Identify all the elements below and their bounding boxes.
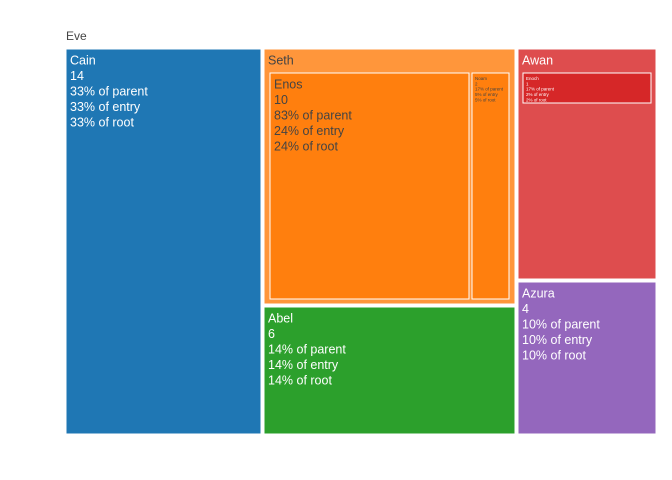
tile-label-line-azura: 10% of parent <box>522 317 600 331</box>
tile-label-line-enos: 83% of parent <box>274 108 352 122</box>
tile-label-line-abel: 6 <box>268 327 275 341</box>
tile-azura[interactable] <box>517 281 657 435</box>
tile-enos[interactable] <box>269 72 470 300</box>
tile-label-line-awan: Awan <box>522 53 553 67</box>
tile-label-line-noam: 5% of entry <box>475 92 499 97</box>
tile-label-line-noam: 2 <box>475 81 478 86</box>
tile-label-line-abel: 14% of parent <box>268 342 346 356</box>
tile-label-line-abel: 14% of root <box>268 373 332 387</box>
tile-label-line-enoch: 2% of entry <box>526 92 550 97</box>
tile-label-line-cain: Cain <box>70 53 96 67</box>
tile-label-line-cain: 33% of entry <box>70 100 141 114</box>
tile-label-line-cain: 14 <box>70 69 84 83</box>
tile-label-line-noam: 17% of parent <box>475 87 504 92</box>
tiles-group: Cain 14 33% of parent 33% of entry 33% of ro… <box>65 48 657 435</box>
tile-enoch[interactable] <box>522 72 652 104</box>
tile-label-cain: Cain 14 33% of parent 33% of entry 33% of ro… <box>70 53 148 129</box>
tile-label-line-noam: Noam <box>475 76 487 81</box>
tile-label-line-enos: 10 <box>274 93 288 107</box>
tile-label-line-enoch: 17% of parent <box>526 87 555 92</box>
tile-label-line-noam: 5% of root <box>475 97 496 102</box>
tile-label-abel: Abel 6 14% of parent 14% of entry 14% of roo… <box>268 311 346 387</box>
tile-label-line-enoch: 1 <box>526 81 529 86</box>
tile-label-line-azura: 10% of root <box>522 348 586 362</box>
tile-abel[interactable] <box>263 306 516 435</box>
tile-label-line-enos: 24% of entry <box>274 124 345 138</box>
tile-label-enoch: Enoch 1 17% of parent 2% of entry 2% of root <box>526 76 555 102</box>
tile-label-line-abel: 14% of entry <box>268 358 339 372</box>
tile-label-line-enoch: 2% of root <box>526 97 547 102</box>
tile-cain[interactable] <box>65 48 262 435</box>
tile-label-line-enos: Enos <box>274 77 303 91</box>
tile-noam[interactable] <box>471 72 510 300</box>
tile-label-line-seth: Seth <box>268 53 294 67</box>
tile-label-line-cain: 33% of root <box>70 115 134 129</box>
tile-label-enos: Enos 10 83% of parent 24% of entry 24% of ro… <box>274 77 352 153</box>
tile-label-seth: Seth <box>268 53 294 67</box>
tile-label-azura: Azura 4 10% of parent 10% of entry 10% of ro… <box>522 286 600 362</box>
tile-label-line-enos: 24% of root <box>274 139 338 153</box>
tile-label-line-azura: Azura <box>522 286 555 300</box>
tile-label-awan: Awan <box>522 53 553 67</box>
tile-label-line-azura: 4 <box>522 302 529 316</box>
tile-label-line-azura: 10% of entry <box>522 333 593 347</box>
tile-label-line-enoch: Enoch <box>526 76 539 81</box>
tile-label-line-abel: Abel <box>268 311 293 325</box>
tile-label-noam: Noam 2 17% of parent 5% of entry 5% of root <box>475 76 504 102</box>
tile-label-line-cain: 33% of parent <box>70 84 148 98</box>
root-label[interactable]: Eve <box>66 29 87 43</box>
